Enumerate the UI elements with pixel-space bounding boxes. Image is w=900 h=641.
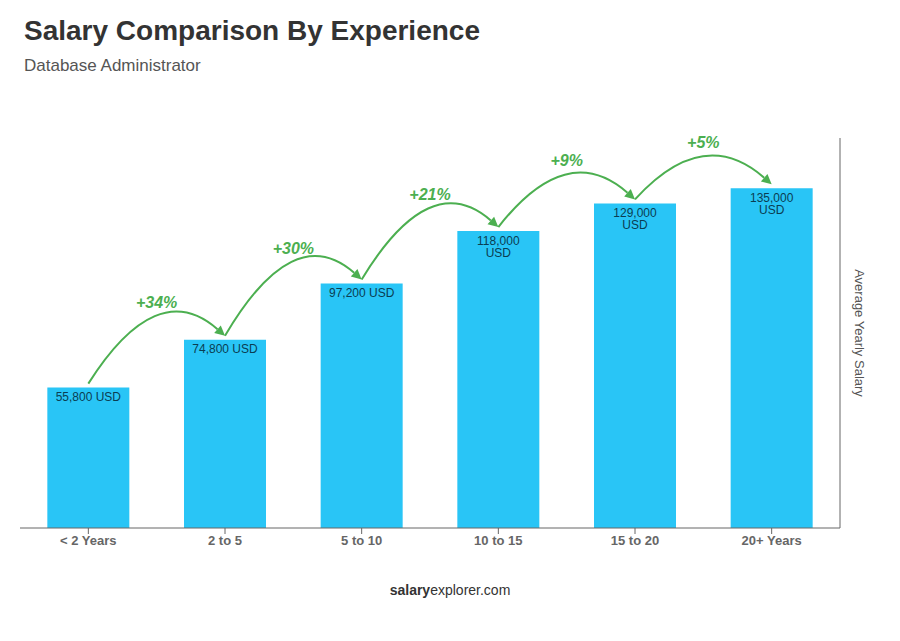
svg-text:55,800 USD: 55,800 USD <box>56 390 122 404</box>
svg-text:97,200 USD: 97,200 USD <box>329 286 395 300</box>
svg-text:2 to 5: 2 to 5 <box>208 533 242 548</box>
svg-text:135,000USD: 135,000USD <box>750 191 794 217</box>
svg-text:+9%: +9% <box>550 152 582 169</box>
svg-text:5 to 10: 5 to 10 <box>341 533 382 548</box>
html-text:salary explorer.com: salary explorer.com <box>389 582 511 598</box>
svg-text:74,800 USD: 74,800 USD <box>192 342 258 356</box>
svg-text:15 to 20: 15 to 20 <box>611 533 659 548</box>
svg-text:118,000USD: 118,000USD <box>477 234 520 260</box>
svg-text:Average Yearly Salary: Average Yearly Salary <box>852 269 867 397</box>
svg-text:129,000USD: 129,000USD <box>613 206 657 232</box>
svg-text:< 2 Years: < 2 Years <box>60 533 117 548</box>
svg-text:+21%: +21% <box>409 186 450 203</box>
svg-text:+34%: +34% <box>136 294 177 311</box>
svg-text:20+ Years: 20+ Years <box>742 533 802 548</box>
html-text:Database Administrator: Database Administrator <box>24 56 201 75</box>
svg-text:10 to 15: 10 to 15 <box>474 533 522 548</box>
svg-text:+5%: +5% <box>687 134 719 151</box>
svg-text:+30%: +30% <box>273 240 314 257</box>
html-text:Salary Comparison By Experienc: Salary Comparison By Experience <box>24 15 480 46</box>
